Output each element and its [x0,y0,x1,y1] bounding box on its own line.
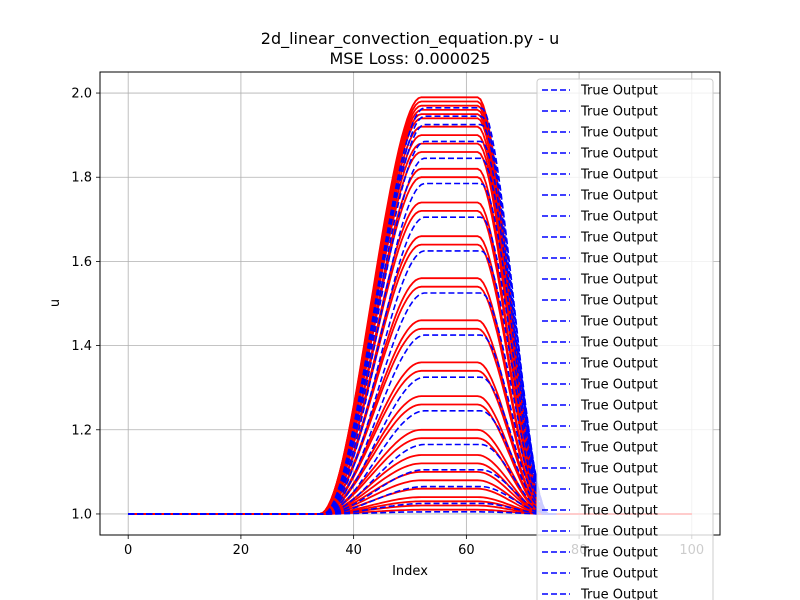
chart-title-line1: 2d_linear_convection_equation.py - u [261,29,559,49]
legend-label: True Output [580,420,658,435]
y-tick-label: 1.6 [71,255,92,270]
true-output-line [128,443,557,515]
true-output-line [128,376,557,515]
legend-label: True Output [580,168,658,183]
legend-label: True Output [580,231,658,246]
legend-label: True Output [580,588,658,600]
legend-label: True Output [580,357,658,372]
x-tick-label: 40 [345,543,362,558]
legend-label: True Output [580,336,658,351]
legend-label: True Output [580,189,658,204]
legend-label: True Output [580,210,658,225]
legend-label: True Output [580,441,658,456]
legend-label: True Output [580,84,658,99]
legend-label: True Output [580,294,658,309]
legend-label: True Output [580,378,658,393]
true-output-line [128,334,557,515]
legend-label: True Output [580,105,658,120]
legend-label: True Output [580,462,658,477]
y-axis-label: u [48,299,63,307]
y-tick-label: 1.0 [71,507,92,522]
true-output-line [128,216,557,515]
true-output-line [128,250,557,515]
legend-label: True Output [580,567,658,582]
x-tick-label: 0 [124,543,132,558]
legend-label: True Output [580,504,658,519]
legend-label: True Output [580,147,658,162]
legend-label: True Output [580,546,658,561]
y-tick-label: 1.2 [71,423,92,438]
legend-label: True Output [580,483,658,498]
y-tick-label: 2.0 [71,87,92,102]
y-tick-label: 1.4 [71,339,92,354]
legend: True Output True Output True Output True Ou… [536,78,714,600]
plot-area-frame [99,71,721,536]
legend-box [536,78,714,600]
legend-label: True Output [580,525,658,540]
legend-label: True Output [580,315,658,330]
true-output-line [128,292,557,515]
x-axis-label: Index [392,564,428,579]
legend-label: True Output [580,399,658,414]
legend-label: True Output [580,126,658,141]
chart-title-line2: MSE Loss: 0.000025 [329,49,490,68]
x-tick-label: 60 [458,543,475,558]
legend-label: True Output [580,273,658,288]
legend-label: True Output [580,252,658,267]
y-tick-label: 1.8 [71,171,92,186]
x-tick-label: 20 [233,543,250,558]
true-output-line [128,182,557,515]
true-output-line [128,409,557,515]
true-output-line [128,485,557,515]
